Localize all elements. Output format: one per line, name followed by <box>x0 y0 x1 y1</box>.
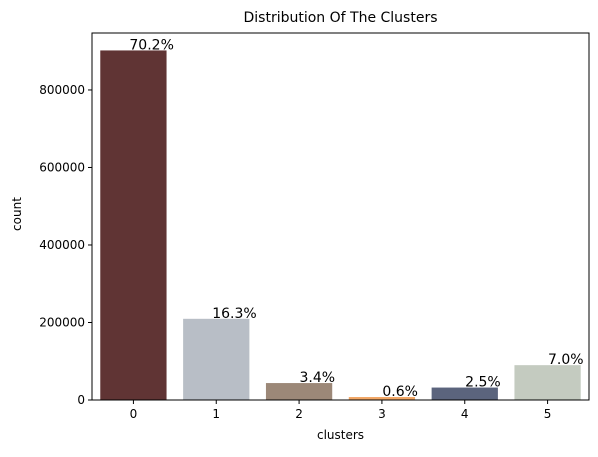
plot-frame <box>91 32 590 401</box>
x-axis-label: clusters <box>317 428 364 442</box>
x-tick-label: 0 <box>130 407 138 421</box>
x-tick-label: 2 <box>295 407 303 421</box>
bar-4 <box>431 387 498 400</box>
x-tick-label: 4 <box>461 407 469 421</box>
bar-3 <box>348 397 416 400</box>
bar-5 <box>514 365 581 400</box>
x-tick-label: 5 <box>544 407 552 421</box>
bar-1 <box>183 318 250 400</box>
axes-layer: 0 200000 400000 600000 800000 0 1 2 3 4 5 <box>39 32 590 421</box>
chart-title: Distribution Of The Clusters <box>244 10 438 26</box>
y-tick-label: 200000 <box>39 315 85 329</box>
data-labels-layer: 70.2% 16.3% 3.4% 0.6% 2.5% 7.0% <box>129 37 583 400</box>
bars-layer <box>100 50 581 400</box>
y-axis-label: count <box>10 197 24 231</box>
data-label-1: 16.3% <box>212 306 256 322</box>
bar-0 <box>100 50 167 400</box>
data-label-4: 2.5% <box>465 375 501 391</box>
y-tick-label: 400000 <box>39 238 85 252</box>
data-label-0: 70.2% <box>129 37 173 53</box>
x-tick-label: 1 <box>212 407 220 421</box>
bar-2 <box>265 383 333 400</box>
y-tick-label: 800000 <box>39 83 85 97</box>
x-tick-label: 3 <box>378 407 386 421</box>
data-label-2: 3.4% <box>300 370 336 386</box>
data-label-5: 7.0% <box>548 352 584 368</box>
data-label-3: 0.6% <box>382 384 418 400</box>
y-tick-label: 600000 <box>39 160 85 174</box>
y-tick-label: 0 <box>77 393 85 407</box>
